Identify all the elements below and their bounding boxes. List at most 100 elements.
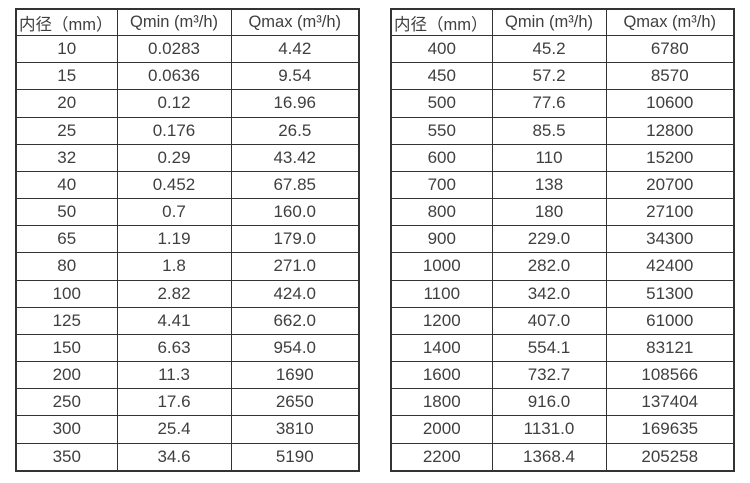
cell-qmin: 0.12	[116, 89, 232, 118]
cell-qmin: 0.29	[116, 143, 232, 172]
cell-qmax: 12800	[605, 116, 735, 145]
cell-diameter: 65	[15, 225, 118, 254]
column-header-qmax: Qmax (m³/h)	[605, 8, 735, 36]
cell-qmin: 110	[491, 143, 607, 172]
cell-qmax: 160.0	[230, 198, 360, 227]
cell-qmax: 179.0	[230, 225, 360, 254]
cell-diameter: 100	[15, 279, 118, 308]
cell-diameter: 10	[15, 34, 118, 64]
cell-qmin: 4.41	[116, 306, 232, 335]
table-row: 2200 1368.4 205258	[390, 442, 735, 472]
column-header-qmin: Qmin (m³/h)	[491, 8, 607, 36]
column-header-diameter: 内径（mm）	[15, 8, 118, 36]
cell-diameter: 1400	[390, 333, 493, 363]
cell-qmax: 51300	[605, 279, 735, 308]
cell-qmax: 83121	[605, 333, 735, 363]
cell-diameter: 900	[390, 225, 493, 254]
cell-qmin: 180	[491, 198, 607, 227]
cell-qmin: 6.63	[116, 333, 232, 363]
cell-diameter: 500	[390, 89, 493, 118]
cell-qmin: 282.0	[491, 252, 607, 281]
cell-qmin: 1131.0	[491, 415, 607, 444]
cell-qmin: 1368.4	[491, 442, 607, 472]
cell-qmax: 6780	[605, 34, 735, 64]
cell-qmin: 0.176	[116, 116, 232, 145]
cell-diameter: 1800	[390, 388, 493, 417]
table-row: 200 11.3 1690	[15, 361, 360, 390]
flow-spec-table-large-diameters: 内径（mm） Qmin (m³/h) Qmax (m³/h) 400 45.2 6780 4…	[390, 8, 735, 472]
cell-diameter: 80	[15, 252, 118, 281]
table-row: 80 1.8 271.0	[15, 252, 360, 281]
table-row: 1800 916.0 137404	[390, 388, 735, 417]
cell-qmin: 342.0	[491, 279, 607, 308]
table-row: 1000 282.0 42400	[390, 252, 735, 281]
cell-diameter: 50	[15, 198, 118, 227]
cell-qmax: 20700	[605, 170, 735, 200]
table-row: 125 4.41 662.0	[15, 306, 360, 335]
cell-diameter: 700	[390, 170, 493, 200]
cell-qmax: 10600	[605, 89, 735, 118]
cell-diameter: 1600	[390, 361, 493, 390]
cell-qmin: 732.7	[491, 361, 607, 390]
cell-qmin: 57.2	[491, 62, 607, 91]
cell-qmin: 554.1	[491, 333, 607, 363]
cell-diameter: 125	[15, 306, 118, 335]
table-row: 50 0.7 160.0	[15, 198, 360, 227]
cell-qmin: 916.0	[491, 388, 607, 417]
table-row: 400 45.2 6780	[390, 34, 735, 64]
cell-qmax: 27100	[605, 198, 735, 227]
cell-qmin: 34.6	[116, 442, 232, 472]
cell-qmax: 3810	[230, 415, 360, 444]
table-row: 900 229.0 34300	[390, 225, 735, 254]
cell-diameter: 300	[15, 415, 118, 444]
flow-spec-table-small-diameters: 内径（mm） Qmin (m³/h) Qmax (m³/h) 10 0.0283 4.42…	[15, 8, 360, 472]
cell-qmax: 2650	[230, 388, 360, 417]
table-row: 15 0.0636 9.54	[15, 62, 360, 91]
table-row: 25 0.176 26.5	[15, 116, 360, 145]
cell-qmax: 9.54	[230, 62, 360, 91]
table-row: 150 6.63 954.0	[15, 333, 360, 363]
cell-qmin: 85.5	[491, 116, 607, 145]
cell-qmin: 45.2	[491, 34, 607, 64]
table-row: 450 57.2 8570	[390, 62, 735, 91]
table-row: 1400 554.1 83121	[390, 333, 735, 363]
cell-diameter: 20	[15, 89, 118, 118]
column-header-qmin: Qmin (m³/h)	[116, 8, 232, 36]
cell-qmin: 0.0636	[116, 62, 232, 91]
cell-diameter: 250	[15, 388, 118, 417]
cell-diameter: 600	[390, 143, 493, 172]
cell-diameter: 25	[15, 116, 118, 145]
cell-qmax: 15200	[605, 143, 735, 172]
table-row: 20 0.12 16.96	[15, 89, 360, 118]
cell-qmax: 67.85	[230, 170, 360, 200]
table-row: 1200 407.0 61000	[390, 306, 735, 335]
cell-qmax: 271.0	[230, 252, 360, 281]
cell-qmax: 42400	[605, 252, 735, 281]
cell-qmax: 26.5	[230, 116, 360, 145]
column-header-qmax: Qmax (m³/h)	[230, 8, 360, 36]
cell-diameter: 400	[390, 34, 493, 64]
cell-qmin: 1.8	[116, 252, 232, 281]
table-row: 65 1.19 179.0	[15, 225, 360, 254]
cell-qmax: 4.42	[230, 34, 360, 64]
cell-qmax: 1690	[230, 361, 360, 390]
table-row: 2000 1131.0 169635	[390, 415, 735, 444]
cell-diameter: 40	[15, 170, 118, 200]
cell-qmax: 954.0	[230, 333, 360, 363]
cell-qmax: 8570	[605, 62, 735, 91]
cell-qmax: 5190	[230, 442, 360, 472]
cell-qmin: 2.82	[116, 279, 232, 308]
header-row: 内径（mm） Qmin (m³/h) Qmax (m³/h)	[390, 8, 735, 36]
cell-qmax: 43.42	[230, 143, 360, 172]
cell-qmax: 34300	[605, 225, 735, 254]
cell-qmax: 169635	[605, 415, 735, 444]
table-row: 32 0.29 43.42	[15, 143, 360, 172]
table-row: 350 34.6 5190	[15, 442, 360, 472]
cell-qmax: 108566	[605, 361, 735, 390]
cell-qmin: 77.6	[491, 89, 607, 118]
cell-diameter: 800	[390, 198, 493, 227]
table-row: 1100 342.0 51300	[390, 279, 735, 308]
cell-diameter: 450	[390, 62, 493, 91]
cell-qmin: 17.6	[116, 388, 232, 417]
